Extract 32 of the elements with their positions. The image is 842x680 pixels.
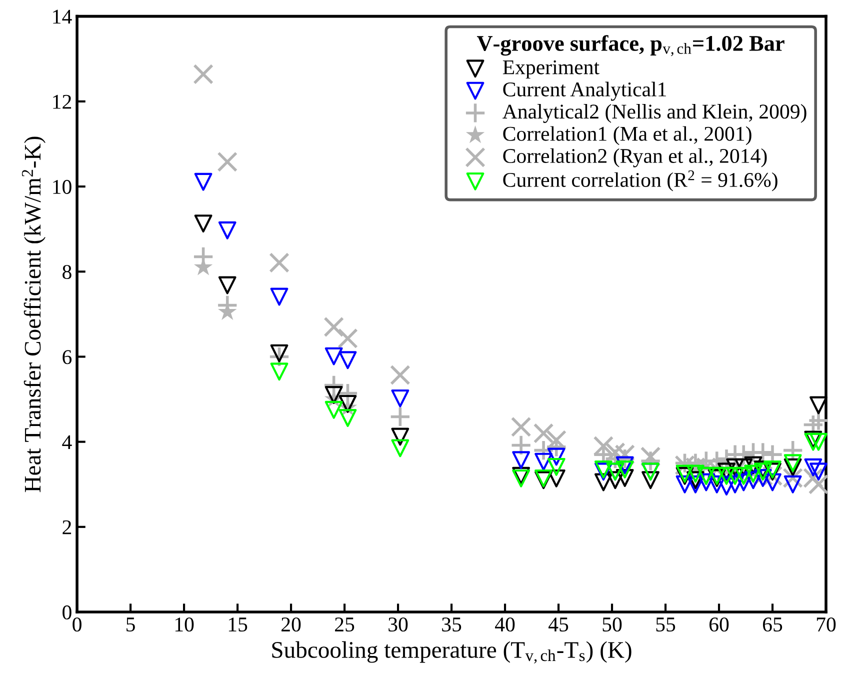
x-tick-label: 50 (602, 617, 622, 632)
x-tick-label: 65 (762, 618, 782, 632)
x-tick-label: 60 (709, 617, 729, 632)
x-tick-label: 25 (335, 618, 354, 632)
y-tick-label: 8 (62, 264, 72, 280)
y-tick-label: 12 (53, 94, 72, 109)
x-tick-label: 70 (816, 617, 836, 632)
x-tick-label: 0 (72, 617, 82, 632)
x-axis-title: Subcooling temperature (T$_{v,ch}$-T$_{s}$) (K) (272, 641, 632, 664)
legend-label: Correlation2 (Ryan et al., 2014) (503, 148, 767, 168)
x-tick-label: 15 (228, 618, 248, 632)
y-tick-label: 2 (62, 520, 72, 534)
y-tick-label: 14 (53, 10, 72, 24)
x-tick-label: 40 (495, 617, 515, 632)
x-tick-label: 20 (282, 617, 301, 632)
y-tick-label: 6 (62, 350, 72, 364)
x-tick-label: 5 (126, 618, 135, 632)
legend-label: Analytical2 (Nellis and Klein, 2009) (502, 104, 806, 123)
x-tick-label: 10 (175, 617, 194, 632)
legend-title: V-groove surface, p$_{v,ch}$=1.02 Bar (476, 35, 784, 56)
legend-label: Experiment (502, 60, 600, 79)
legend-label: Current Analytical1 (503, 82, 666, 101)
y-tick-label: 4 (62, 435, 72, 450)
y-axis-title: Heat Transfer Coefficient (kW/m$^{2}$-K) (22, 136, 46, 492)
x-tick-label: 35 (442, 618, 462, 632)
x-tick-label: 30 (388, 617, 408, 632)
y-tick-label: 0 (62, 605, 72, 620)
y-tick-label: 10 (53, 180, 72, 194)
x-tick-label: 45 (548, 618, 568, 632)
legend-label: Current correlation (R$^{2}$ = 91.6%) (503, 170, 778, 192)
x-tick-label: 55 (656, 618, 676, 632)
legend-label: Correlation1 (Ma et al., 2001) (503, 126, 752, 146)
